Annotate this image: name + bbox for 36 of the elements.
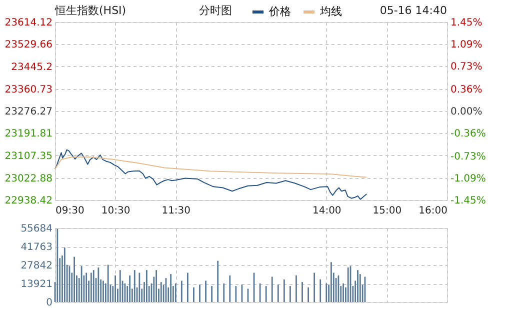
y2-tick-label: 1.09%	[450, 40, 482, 51]
y2-tick-label: 0.00%	[450, 106, 482, 118]
y-tick-label: 41763	[20, 242, 52, 253]
y2-tick-label: -1.09%	[450, 173, 486, 184]
legend-label: 价格	[268, 5, 291, 18]
y2-tick-label: -0.73%	[450, 151, 486, 162]
x-tick-label: 15:00	[372, 206, 402, 216]
y-tick-label: 23276.27	[4, 106, 52, 118]
y2-tick-label: 0.73%	[450, 62, 482, 73]
y-tick-label: 23107.35	[4, 151, 52, 162]
y-tick-label: 23191.81	[4, 128, 52, 140]
y-tick-label: 23614.12	[4, 18, 52, 28]
y2-tick-label: -1.45%	[450, 196, 486, 206]
y-tick-label: 23445.2	[11, 62, 52, 73]
y-tick-label: 23022.88	[4, 173, 52, 184]
text: 分时图	[199, 4, 232, 17]
y2-tick-label: 1.45%	[450, 18, 482, 28]
y-tick-label: 23529.66	[4, 40, 52, 51]
x-tick-label: 09:30	[56, 206, 84, 216]
y-tick-label: 55684	[20, 224, 52, 234]
y-tick-label: 27842	[20, 260, 52, 272]
line-series	[54, 156, 368, 178]
y-tick-label: 22938.42	[4, 196, 52, 206]
x-tick-label: 11:30	[162, 206, 191, 216]
line-series	[54, 149, 368, 200]
x-tick-label: 14:00	[312, 206, 342, 216]
text: 05-16 14:40	[380, 4, 447, 17]
y-tick-label: 23360.73	[4, 84, 52, 96]
chart-title: 恒生指数(HSI)	[54, 4, 126, 17]
y2-tick-label: 0.36%	[450, 84, 482, 96]
legend-label: 均线	[319, 5, 342, 18]
x-tick-label: 16:00	[418, 206, 448, 216]
y-tick-label: 13921	[20, 279, 52, 290]
y-tick-label: 0	[46, 298, 52, 308]
x-tick-label: 10:30	[101, 206, 130, 216]
y2-tick-label: -0.36%	[450, 128, 486, 140]
